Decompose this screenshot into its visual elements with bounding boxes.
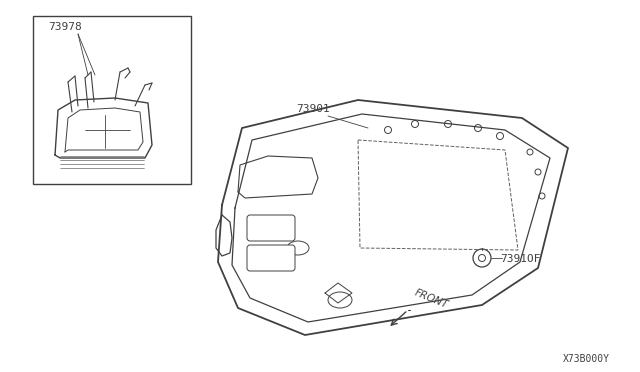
Text: 7391OF: 7391OF	[500, 254, 541, 264]
Text: X73B000Y: X73B000Y	[563, 354, 610, 364]
Circle shape	[527, 149, 533, 155]
Ellipse shape	[328, 292, 352, 308]
Circle shape	[539, 193, 545, 199]
Bar	[33, 16, 191, 184]
Text: 73901: 73901	[296, 104, 330, 114]
Text: 73978: 73978	[48, 22, 82, 32]
Circle shape	[385, 126, 392, 134]
Circle shape	[474, 125, 481, 131]
FancyBboxPatch shape	[247, 215, 295, 241]
FancyBboxPatch shape	[247, 245, 295, 271]
Circle shape	[479, 254, 486, 262]
Circle shape	[473, 249, 491, 267]
Circle shape	[445, 121, 451, 128]
Ellipse shape	[287, 241, 309, 255]
Circle shape	[497, 132, 504, 140]
Circle shape	[535, 169, 541, 175]
Text: FRONT: FRONT	[413, 288, 450, 310]
Circle shape	[412, 121, 419, 128]
Ellipse shape	[267, 221, 289, 235]
